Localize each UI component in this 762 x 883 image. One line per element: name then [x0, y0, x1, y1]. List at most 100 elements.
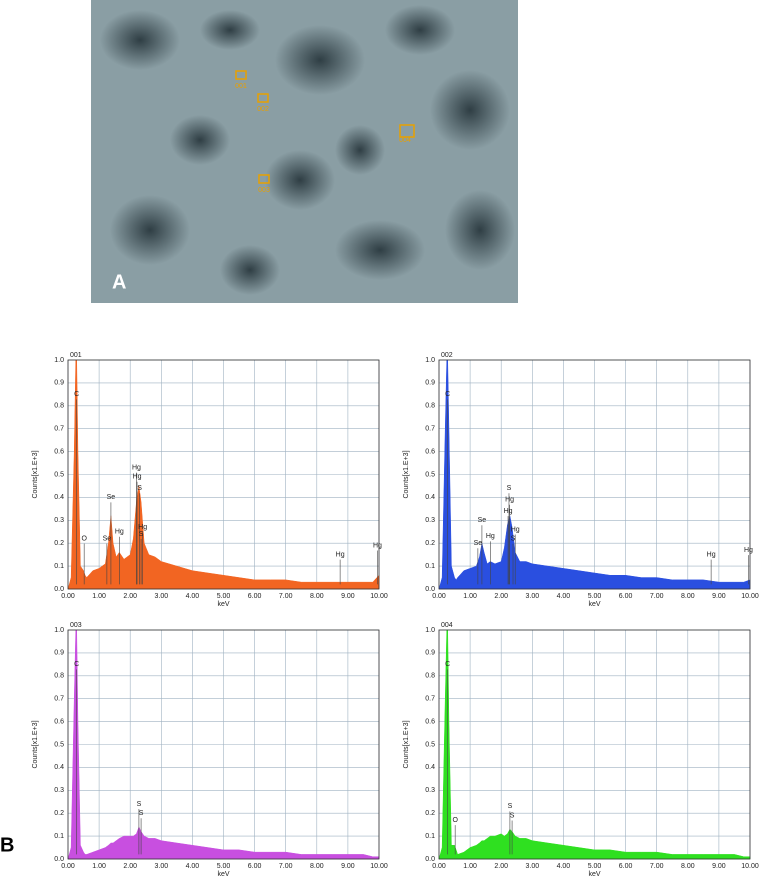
x-tick-label: 4.00 [186, 863, 200, 870]
peak-label: Se [103, 535, 112, 542]
y-tick-label: 0.7 [54, 696, 64, 703]
y-tick-label: 0.5 [54, 741, 64, 748]
x-tick-label: 5.00 [217, 863, 231, 870]
y-tick-label: 0.0 [425, 586, 435, 593]
x-tick-label: 2.00 [123, 593, 137, 600]
x-tick-label: 8.00 [681, 593, 695, 600]
x-tick-label: 0.00 [61, 593, 75, 600]
x-tick-label: 10.00 [370, 593, 388, 600]
peak-label: Hg [336, 551, 345, 558]
peak-label: Hg [511, 526, 520, 533]
y-tick-label: 0.9 [54, 380, 64, 387]
y-tick-label: 0.5 [425, 741, 435, 748]
peak-label: C [445, 391, 450, 398]
y-tick-label: 0.0 [54, 586, 64, 593]
y-tick-label: 0.1 [425, 563, 435, 570]
x-tick-label: 7.00 [650, 863, 664, 870]
peak-label: S [510, 812, 515, 819]
panel-label: B [0, 834, 14, 856]
y-tick-label: 0.3 [425, 787, 435, 794]
spectrum-chart: 0.0 0.1 0.2 0.3 0.4 0.5 0.6 0.7 0.8 0.9 1.0 0.00 1.0… [403, 622, 759, 878]
y-tick-label: 0.0 [54, 856, 64, 863]
x-tick-label: 5.00 [217, 593, 231, 600]
peak-label: Se [107, 494, 116, 501]
y-tick-label: 0.8 [425, 403, 435, 410]
y-tick-label: 0.7 [425, 696, 435, 703]
x-tick-label: 6.00 [619, 593, 633, 600]
peak-label: Hg [115, 529, 124, 536]
x-tick-label: 9.00 [712, 593, 726, 600]
y-tick-label: 0.6 [54, 448, 64, 455]
x-tick-label: 9.00 [341, 593, 355, 600]
x-tick-label: 8.00 [310, 863, 324, 870]
peak-label: Hg [707, 551, 716, 558]
spectrum-area [438, 359, 751, 590]
x-tick-label: 5.00 [588, 863, 602, 870]
y-tick-label: 0.2 [425, 810, 435, 817]
peak-label: C [74, 391, 79, 398]
y-tick-label: 0.2 [425, 540, 435, 547]
y-tick-label: 0.3 [54, 517, 64, 524]
y-tick-label: 0.8 [54, 673, 64, 680]
y-tick-label: 0.2 [54, 810, 64, 817]
x-tick-label: 6.00 [619, 863, 633, 870]
marker-box [257, 93, 269, 103]
marker-box [235, 70, 247, 80]
x-tick-label: 4.00 [557, 863, 571, 870]
x-tick-label: 9.00 [341, 863, 355, 870]
x-tick-label: 8.00 [681, 863, 695, 870]
chart-title: 004 [441, 622, 453, 629]
y-tick-label: 0.5 [425, 471, 435, 478]
peak-label: Hg [486, 533, 495, 540]
y-tick-label: 1.0 [425, 627, 435, 634]
x-tick-label: 7.00 [279, 593, 293, 600]
y-tick-label: 0.9 [425, 650, 435, 657]
x-tick-label: 2.00 [494, 593, 508, 600]
x-tick-label: 7.00 [279, 863, 293, 870]
y-tick-label: 0.7 [54, 426, 64, 433]
y-axis-label: Counts[x1.E+3] [32, 450, 39, 498]
chart-title: 003 [70, 622, 82, 629]
peak-label: Hg [133, 474, 142, 481]
x-tick-label: 3.00 [154, 863, 168, 870]
y-tick-label: 0.6 [54, 718, 64, 725]
x-axis-label: keV [217, 871, 229, 878]
y-tick-label: 0.9 [54, 650, 64, 657]
peak-label: C [74, 661, 79, 668]
y-axis-label: Counts[x1.E+3] [403, 720, 410, 768]
y-tick-label: 0.1 [54, 563, 64, 570]
x-tick-label: 3.00 [525, 863, 539, 870]
y-tick-label: 0.8 [54, 403, 64, 410]
peak-label: Hg [504, 508, 513, 515]
x-axis-label: keV [588, 871, 600, 878]
peak-label: Hg [132, 464, 141, 471]
y-tick-label: 0.1 [54, 833, 64, 840]
peak-label: S [508, 803, 513, 810]
spectrum-chart: 0.0 0.1 0.2 0.3 0.4 0.5 0.6 0.7 0.8 0.9 1.0 0.00 1.0… [403, 352, 759, 608]
y-axis-label: Counts[x1.E+3] [403, 450, 410, 498]
y-tick-label: 0.3 [425, 517, 435, 524]
sem-image: A [91, 0, 518, 303]
plot-frame [438, 359, 751, 590]
x-tick-label: 0.00 [61, 863, 75, 870]
y-tick-label: 0.7 [425, 426, 435, 433]
x-tick-label: 2.00 [494, 863, 508, 870]
peak-label: S [137, 485, 142, 492]
x-tick-label: 1.00 [463, 593, 477, 600]
x-tick-label: 3.00 [525, 593, 539, 600]
x-tick-label: 0.00 [432, 863, 446, 870]
x-tick-label: 6.00 [248, 863, 262, 870]
x-tick-label: 6.00 [248, 593, 262, 600]
x-tick-label: 2.00 [123, 863, 137, 870]
y-tick-label: 0.2 [54, 540, 64, 547]
peak-label: O [452, 817, 458, 824]
peak-label: S [139, 531, 144, 538]
y-tick-label: 0.1 [425, 833, 435, 840]
chart-title: 001 [70, 352, 82, 359]
x-tick-label: 1.00 [463, 863, 477, 870]
x-tick-label: 4.00 [557, 593, 571, 600]
peak-label: Hg [373, 542, 382, 549]
marker-box [258, 174, 270, 184]
